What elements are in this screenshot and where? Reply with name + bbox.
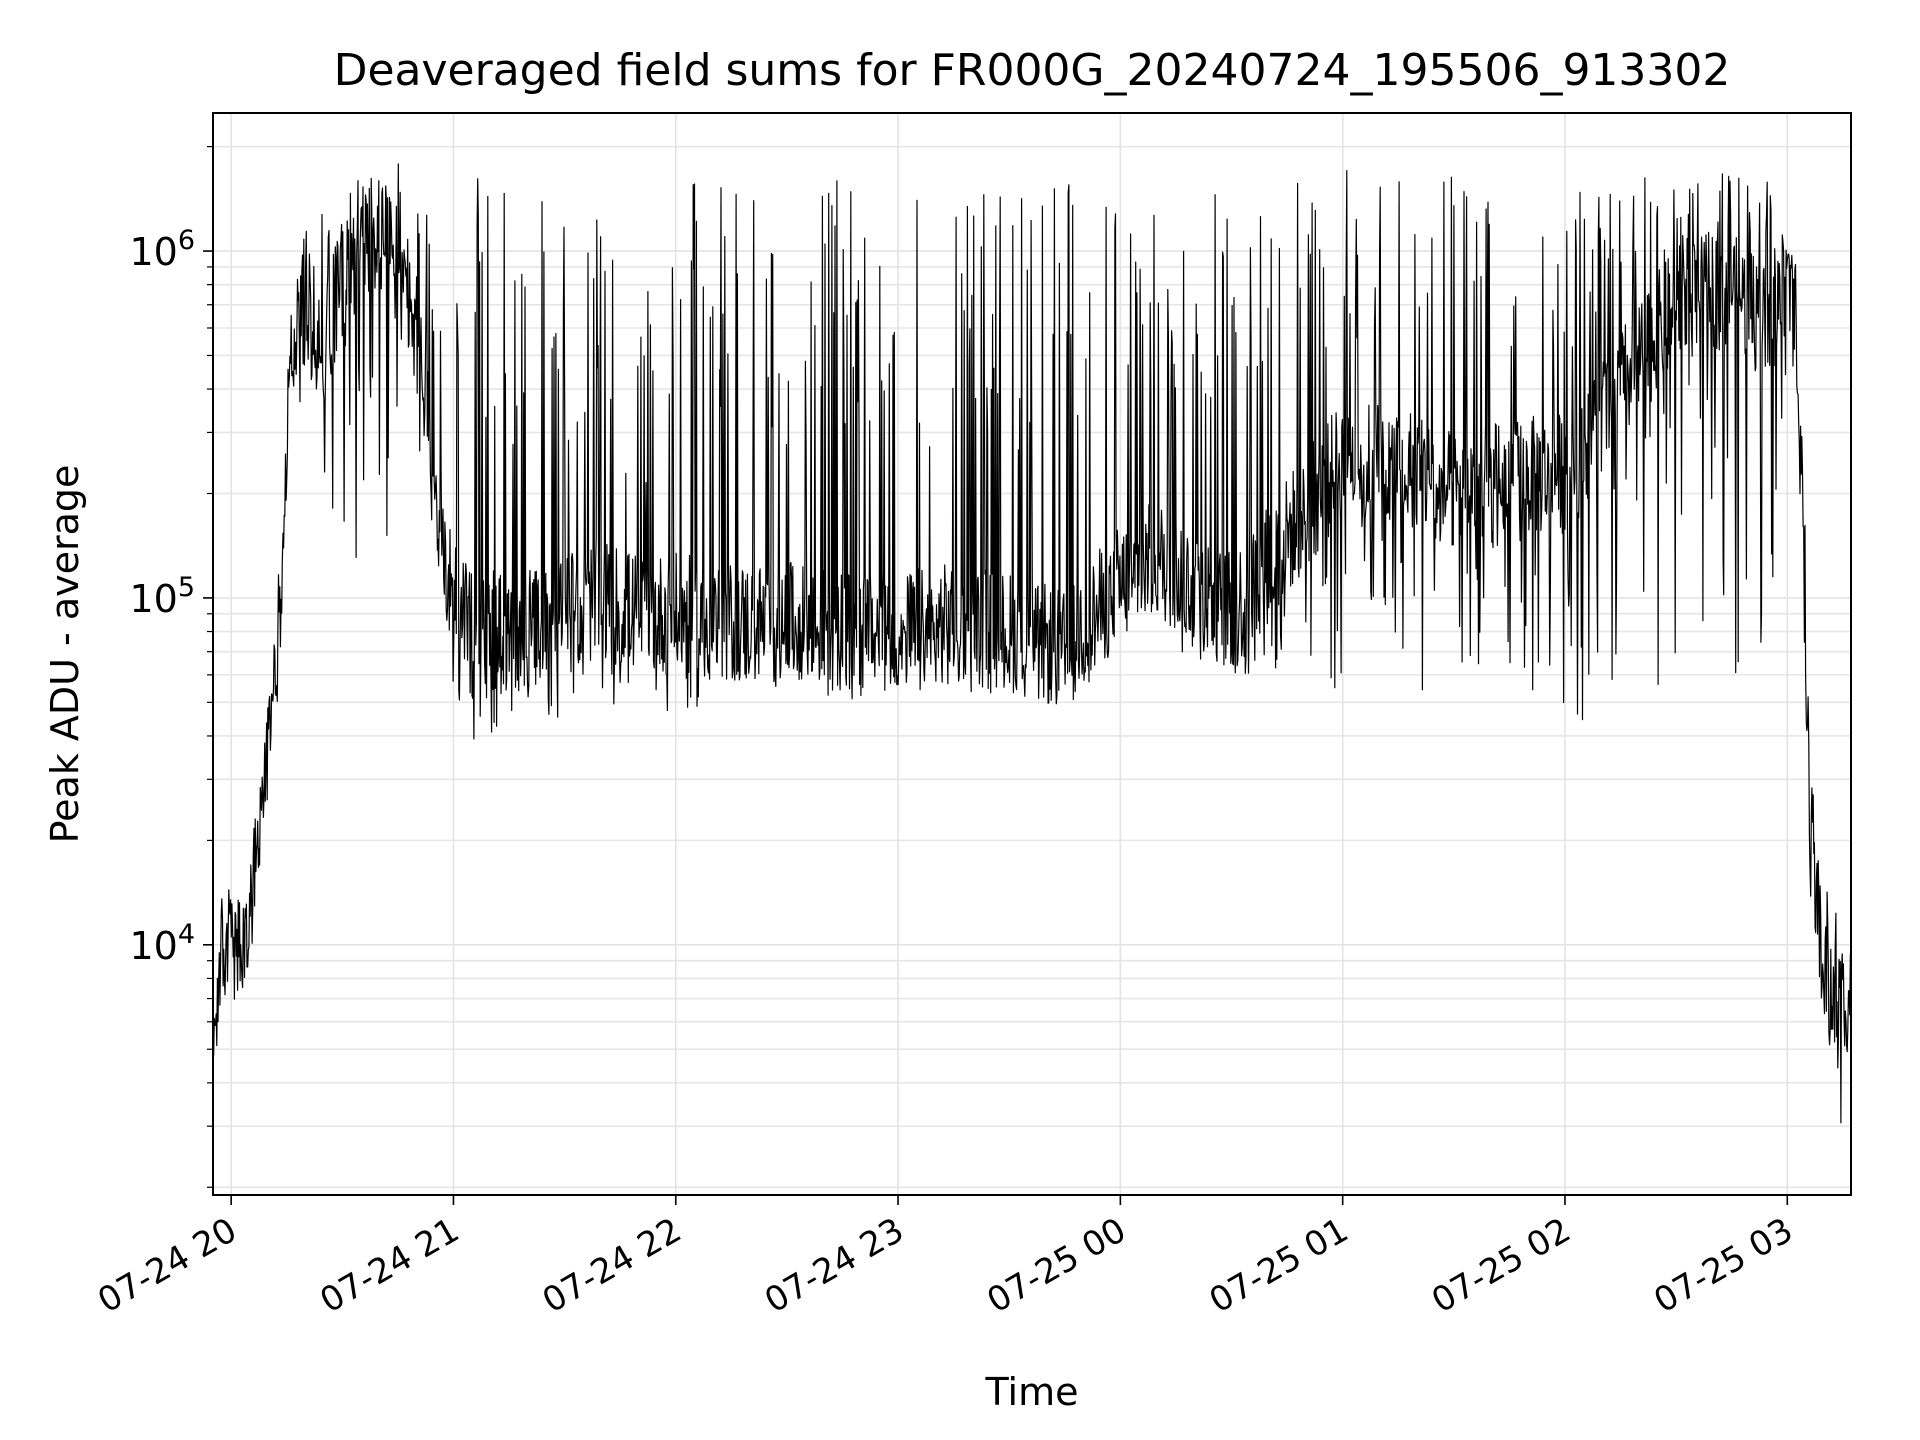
- series-line-group: [212, 163, 1852, 1124]
- x-tick-label: 07-24 23: [758, 1210, 910, 1321]
- y-axis-label: Peak ADU - average: [43, 465, 87, 844]
- x-tick-label: 07-24 20: [91, 1210, 243, 1321]
- chart-title: Deaveraged field sums for FR000G_2024072…: [334, 45, 1731, 96]
- y-tick-label-exponent: 4: [178, 919, 195, 950]
- series-line: [212, 163, 1852, 1124]
- x-axis-label: Time: [985, 1370, 1079, 1414]
- x-tick-label: 07-25 03: [1647, 1210, 1799, 1321]
- y-tick-label-base: 10: [129, 230, 177, 274]
- x-tick-label: 07-25 02: [1425, 1210, 1577, 1321]
- x-tick-label: 07-24 21: [314, 1210, 466, 1321]
- y-tick-label: 106: [129, 225, 195, 274]
- y-tick-label: 105: [129, 572, 195, 621]
- y-tick-label: 104: [129, 919, 195, 968]
- x-tick-label: 07-25 01: [1203, 1210, 1355, 1321]
- y-tick-label-exponent: 5: [178, 572, 195, 603]
- y-tick-label-exponent: 6: [178, 225, 195, 256]
- x-tick-label: 07-24 22: [536, 1210, 688, 1321]
- x-tick-label: 07-25 00: [980, 1210, 1132, 1321]
- y-tick-label-base: 10: [129, 577, 177, 621]
- plot-frame: [212, 112, 1852, 1196]
- y-tick-label-base: 10: [129, 924, 177, 968]
